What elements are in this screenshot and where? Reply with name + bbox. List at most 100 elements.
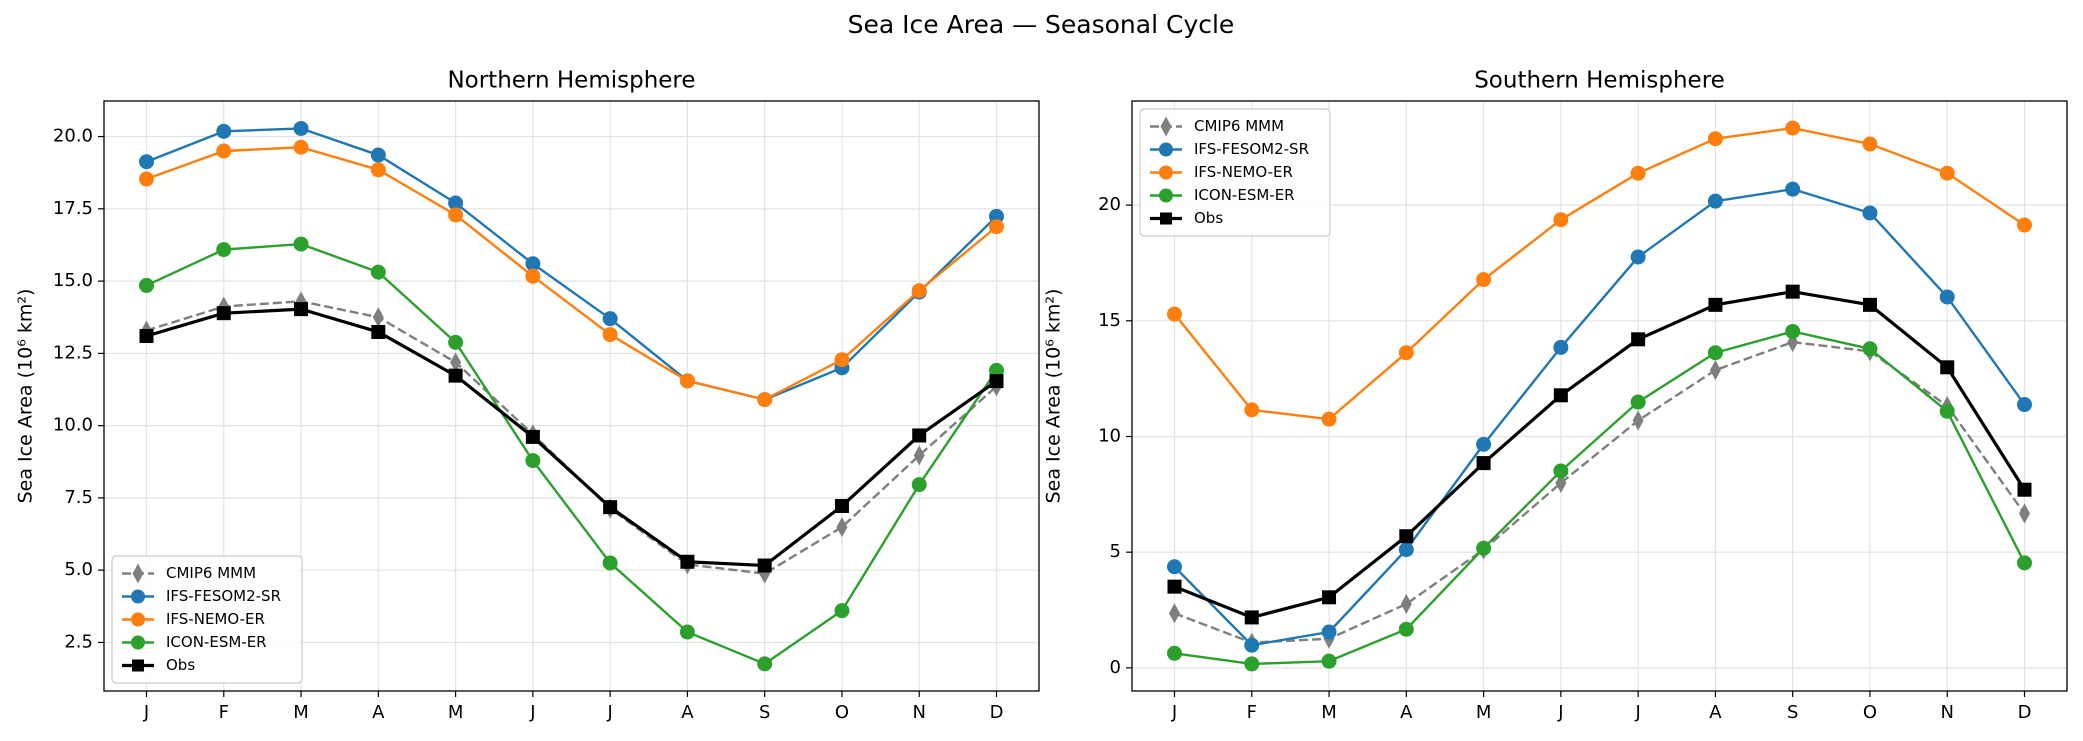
data-point — [1553, 388, 1568, 403]
data-point — [1555, 472, 1567, 493]
x-tick-label: O — [835, 702, 849, 723]
x-tick-label: S — [759, 702, 770, 723]
data-point — [1167, 559, 1182, 575]
data-point — [525, 429, 540, 444]
data-point — [603, 500, 618, 515]
data-point — [602, 327, 618, 343]
data-point — [2017, 397, 2032, 413]
y-tick-label: 17.5 — [53, 198, 93, 219]
x-tick-label: D — [2018, 702, 2032, 723]
data-point — [757, 392, 773, 408]
data-point — [679, 373, 695, 389]
y-axis-label: Sea Ice Area (10⁶ km²) — [15, 289, 37, 504]
data-point — [1167, 579, 1182, 594]
y-tick-label: 5 — [1110, 541, 1121, 562]
data-point — [1939, 289, 1955, 305]
x-tick-label: O — [1863, 702, 1877, 723]
data-point — [1476, 436, 1492, 452]
data-point — [371, 324, 386, 339]
legend-label: CMIP6 MMM — [1194, 117, 1284, 135]
legend-label: Obs — [1194, 209, 1223, 227]
data-point — [1244, 637, 1260, 653]
series-line — [1173, 126, 2026, 421]
x-tick-label: M — [1476, 702, 1492, 723]
data-point — [372, 307, 384, 328]
axes-frame — [1131, 100, 2068, 692]
legend-label: IFS-NEMO-ER — [166, 610, 265, 628]
data-point — [1553, 212, 1569, 228]
axes-frame — [103, 100, 1040, 692]
series-line — [1174, 330, 2026, 666]
data-point — [370, 264, 386, 280]
x-tick-label: S — [1787, 702, 1798, 723]
data-point — [1939, 403, 1955, 419]
data-point — [602, 555, 618, 571]
data-point — [989, 374, 1004, 389]
data-point — [448, 368, 463, 383]
legend-label: ICON-ESM-ER — [1194, 186, 1295, 204]
legend-marker — [131, 589, 145, 604]
legend-marker — [132, 563, 144, 584]
data-point — [1785, 181, 1801, 197]
data-point — [757, 558, 772, 573]
legend-marker — [1160, 212, 1172, 225]
data-point — [370, 162, 386, 178]
x-tick-label: J — [1171, 702, 1177, 723]
x-tick-label: A — [681, 702, 694, 723]
x-tick-label: J — [529, 702, 535, 723]
series-line — [1173, 290, 2026, 620]
x-tick-label: J — [1557, 702, 1563, 723]
data-point — [1322, 590, 1337, 605]
series-line — [146, 146, 998, 401]
data-point — [1785, 120, 1801, 136]
data-point — [1862, 341, 1878, 357]
y-tick-label: 0 — [1110, 657, 1121, 678]
data-point — [1707, 193, 1723, 209]
data-point — [1631, 332, 1646, 347]
legend-marker — [1160, 116, 1172, 137]
legend-label: Obs — [166, 656, 195, 674]
data-point — [294, 302, 309, 317]
y-tick-label: 5.0 — [64, 559, 93, 580]
data-point — [2017, 217, 2032, 233]
legend-label: ICON-ESM-ER — [166, 633, 267, 651]
data-point — [912, 428, 927, 443]
data-point — [2017, 482, 2032, 497]
legend: CMIP6 MMM IFS-FESOM2-SR IFS-NEMO-ER ICON-ES… — [1139, 108, 1331, 237]
data-point — [1400, 594, 1412, 615]
data-point — [1708, 297, 1723, 312]
y-tick-label: 15 — [1098, 310, 1121, 331]
series-line — [145, 242, 998, 666]
data-point — [1321, 653, 1337, 669]
x-tick-label: F — [1247, 702, 1257, 723]
data-point — [1476, 456, 1491, 471]
legend-label: IFS-FESOM2-SR — [166, 587, 281, 605]
data-point — [525, 268, 541, 284]
data-point — [1476, 272, 1492, 288]
x-tick-label: F — [219, 702, 229, 723]
subplot-title: Northern Hemisphere — [447, 68, 695, 94]
y-tick-label: 12.5 — [53, 342, 93, 363]
data-point — [1862, 297, 1877, 312]
data-point — [989, 208, 1004, 224]
x-tick-label: M — [448, 702, 464, 723]
data-point — [1244, 656, 1260, 672]
y-tick-label: 10 — [1098, 425, 1121, 446]
data-point — [1398, 542, 1414, 558]
x-tick-label: J — [606, 702, 612, 723]
series-line — [146, 307, 998, 568]
data-point — [1321, 411, 1337, 427]
data-point — [1553, 339, 1569, 355]
data-point — [1785, 323, 1801, 339]
x-tick-label: A — [1709, 702, 1722, 723]
data-point — [216, 123, 232, 139]
legend-marker — [132, 659, 144, 672]
y-axis-label: Sea Ice Area (10⁶ km²) — [1043, 289, 1065, 504]
data-point — [2019, 503, 2030, 524]
data-point — [448, 207, 464, 223]
x-tick-label: A — [1400, 702, 1413, 723]
data-point — [1398, 621, 1414, 637]
legend: CMIP6 MMM IFS-FESOM2-SR IFS-NEMO-ER ICON-ES… — [111, 555, 303, 684]
